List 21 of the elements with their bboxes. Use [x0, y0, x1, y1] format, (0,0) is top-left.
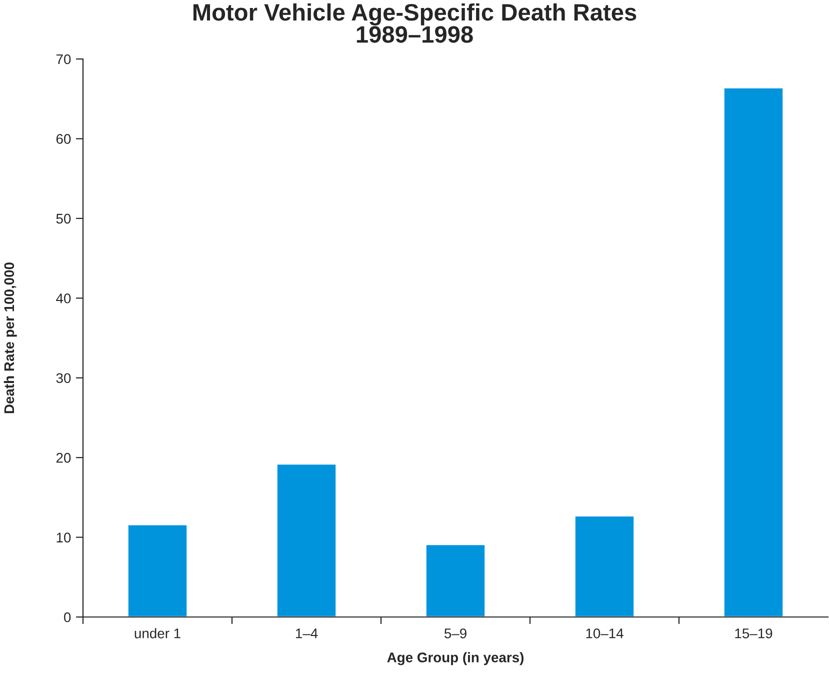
bar [574, 515, 635, 617]
x-tick-label: under 1 [134, 628, 180, 638]
y-tick-label: 40 [56, 293, 71, 304]
y-tick-label: 70 [56, 54, 71, 64]
y-tick-label: 10 [56, 532, 71, 542]
bar [276, 463, 337, 617]
y-tick-label: 60 [56, 134, 71, 144]
bar [425, 544, 486, 617]
y-tick-label: 20 [56, 452, 71, 463]
y-tick-label: 0 [64, 612, 71, 622]
x-tick-label: 5–9 [444, 628, 466, 638]
bar [127, 524, 188, 617]
y-tick-label: 30 [56, 373, 71, 384]
x-tick-label: 1–4 [296, 628, 318, 638]
bar [723, 87, 784, 617]
x-tick-label: 10–14 [586, 628, 624, 638]
x-tick-label: 15–19 [735, 628, 772, 638]
chart-title: Motor Vehicle Age-Specific Death Rates 1989–1998 [193, 3, 636, 43]
y-axis-title: Death Rate per 100,000 [4, 262, 17, 414]
y-tick-label: 50 [56, 214, 71, 224]
x-axis-title: Age Group (in years) [387, 652, 524, 666]
